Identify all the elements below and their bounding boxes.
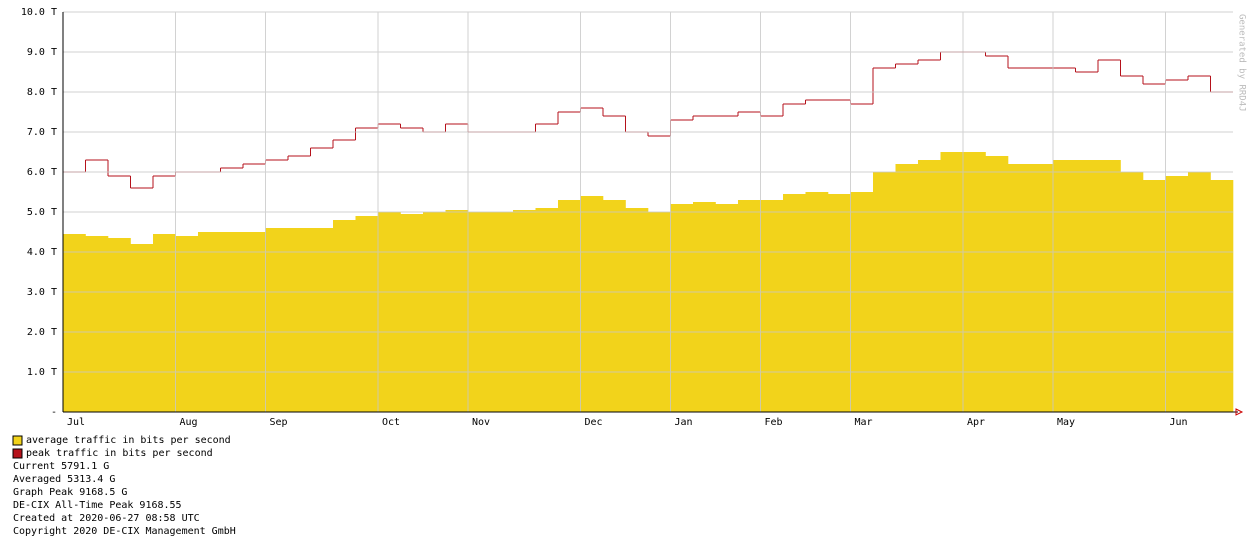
bar bbox=[198, 232, 221, 412]
bar bbox=[423, 212, 446, 412]
legend-swatch bbox=[12, 448, 23, 459]
bar bbox=[535, 208, 559, 412]
stat-line: Graph Peak 9168.5 G bbox=[13, 487, 127, 498]
y-tick-label: 7.0 T bbox=[27, 127, 57, 138]
x-tick-label: Aug bbox=[180, 417, 198, 428]
bar bbox=[1053, 160, 1076, 412]
bar bbox=[670, 204, 694, 412]
y-tick-label: - bbox=[51, 407, 57, 418]
x-tick-label: Mar bbox=[855, 417, 873, 428]
legend-label: peak traffic in bits per second bbox=[26, 448, 213, 459]
stat-line: Created at 2020-06-27 08:58 UTC bbox=[13, 513, 200, 524]
bar bbox=[715, 204, 739, 412]
bar bbox=[1030, 164, 1054, 412]
bar bbox=[108, 238, 131, 412]
bar bbox=[940, 152, 964, 412]
y-tick-label: 4.0 T bbox=[27, 247, 57, 258]
bar bbox=[153, 234, 176, 412]
legend-swatch bbox=[12, 435, 23, 446]
bar bbox=[220, 232, 244, 412]
bar bbox=[63, 234, 86, 412]
bar bbox=[580, 196, 604, 412]
bar bbox=[738, 200, 761, 412]
bar bbox=[760, 200, 784, 412]
credit: Generated by RRD4J bbox=[1237, 14, 1247, 112]
bar bbox=[918, 160, 941, 412]
bar bbox=[513, 210, 536, 412]
bar bbox=[378, 212, 401, 412]
bar bbox=[1143, 180, 1166, 412]
bar bbox=[1008, 164, 1031, 412]
bar bbox=[558, 200, 581, 412]
stat-line: Copyright 2020 DE-CIX Management GmbH bbox=[13, 526, 236, 537]
bar bbox=[805, 192, 829, 412]
bar bbox=[895, 164, 919, 412]
x-tick-label: Nov bbox=[472, 417, 490, 428]
stat-line: Averaged 5313.4 G bbox=[13, 474, 115, 485]
x-tick-label: Oct bbox=[382, 417, 400, 428]
bar bbox=[288, 228, 311, 412]
bar bbox=[603, 200, 626, 412]
bar bbox=[693, 202, 716, 412]
x-tick-label: Feb bbox=[765, 417, 783, 428]
x-tick-label: Jun bbox=[1170, 417, 1188, 428]
bar bbox=[130, 244, 154, 412]
y-tick-label: 5.0 T bbox=[27, 207, 57, 218]
y-tick-label: 10.0 T bbox=[21, 7, 57, 18]
y-tick-label: 6.0 T bbox=[27, 167, 57, 178]
bar bbox=[648, 212, 671, 412]
bar bbox=[783, 194, 806, 412]
bar bbox=[490, 212, 514, 412]
y-tick-label: 8.0 T bbox=[27, 87, 57, 98]
bar bbox=[85, 236, 109, 412]
bar bbox=[175, 236, 199, 412]
bar bbox=[468, 212, 491, 412]
y-tick-label: 3.0 T bbox=[27, 287, 57, 298]
bar bbox=[265, 228, 289, 412]
x-tick-label: Apr bbox=[967, 417, 985, 428]
bar bbox=[850, 192, 874, 412]
bar bbox=[985, 156, 1009, 412]
x-tick-label: Dec bbox=[585, 417, 603, 428]
bar bbox=[1210, 180, 1234, 412]
axis-arrow bbox=[1235, 408, 1244, 416]
x-tick-label: Jan bbox=[675, 417, 693, 428]
y-tick-label: 9.0 T bbox=[27, 47, 57, 58]
bar bbox=[355, 216, 379, 412]
bar bbox=[963, 152, 986, 412]
y-tick-label: 2.0 T bbox=[27, 327, 57, 338]
bar bbox=[1075, 160, 1099, 412]
bar bbox=[243, 232, 266, 412]
x-tick-label: Jul bbox=[67, 417, 85, 428]
bar bbox=[445, 210, 469, 412]
bar bbox=[828, 194, 851, 412]
x-tick-label: Sep bbox=[270, 417, 288, 428]
bar bbox=[625, 208, 649, 412]
stat-line: Current 5791.1 G bbox=[13, 461, 109, 472]
bar bbox=[310, 228, 334, 412]
x-tick-label: May bbox=[1057, 417, 1075, 428]
y-tick-label: 1.0 T bbox=[27, 367, 57, 378]
bar bbox=[333, 220, 356, 412]
bar bbox=[400, 214, 424, 412]
stat-line: DE-CIX All-Time Peak 9168.55 bbox=[13, 500, 182, 511]
bar bbox=[1165, 176, 1189, 412]
bar bbox=[1098, 160, 1121, 412]
legend-label: average traffic in bits per second bbox=[26, 435, 231, 446]
